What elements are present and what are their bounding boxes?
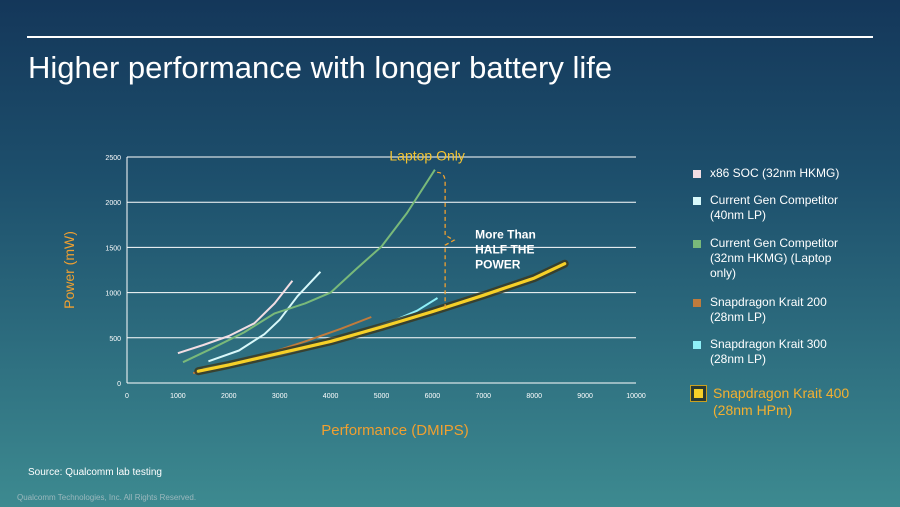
legend-label-krait200: Snapdragon Krait 200 (28nm LP)	[710, 295, 827, 324]
legend-item-competitor-32nm: Current Gen Competitor (32nm HKMG) (Lapt…	[693, 236, 860, 281]
legend-swatch-krait300	[693, 341, 701, 349]
legend-item-krait400: Snapdragon Krait 400 (28nm HPm)	[691, 385, 863, 419]
series-line-5	[196, 262, 567, 373]
legend-item-krait200: Snapdragon Krait 200 (28nm LP)	[693, 295, 860, 325]
x-tick-label: 0	[125, 393, 129, 400]
half-power-annotation: More Than HALF THE POWER	[475, 227, 539, 271]
y-tick-label: 500	[109, 336, 121, 343]
half-power-bracket	[437, 171, 456, 308]
x-tick-label: 3000	[272, 393, 288, 400]
y-axis-label: Power (mW)	[61, 231, 77, 309]
legend-swatch-x86	[693, 170, 701, 178]
half-power-line-1: More Than	[475, 227, 536, 241]
annotation-layer: Laptop Only More Than HALF THE POWER	[389, 147, 539, 308]
x-tick-label: 7000	[476, 393, 492, 400]
x-tick-label: 10000	[626, 393, 646, 400]
series-line-2	[182, 169, 436, 364]
half-power-line-2: HALF THE	[475, 242, 534, 256]
slide-title: Higher performance with longer battery l…	[28, 50, 613, 85]
legend-label-krait300: Snapdragon Krait 300 (28nm LP)	[710, 337, 827, 366]
x-tick-label: 1000	[170, 393, 186, 400]
legend-swatch-krait400	[691, 386, 706, 401]
laptop-only-annotation: Laptop Only	[389, 147, 465, 163]
series-line-4	[203, 297, 439, 370]
x-tick-label: 6000	[425, 393, 441, 400]
series-line-1	[208, 271, 322, 363]
grid-layer	[126, 156, 636, 384]
series-line-0	[177, 280, 294, 355]
legend-item-competitor-40nm: Current Gen Competitor (40nm LP)	[693, 193, 860, 223]
legend-label-krait400: Snapdragon Krait 400 (28nm HPm)	[713, 385, 850, 418]
legend-item-x86: x86 SOC (32nm HKMG)	[693, 166, 860, 181]
legend-swatch-competitor-40nm	[693, 197, 701, 205]
x-tick-label: 4000	[323, 393, 339, 400]
x-tick-label: 2000	[221, 393, 237, 400]
legend-label-x86: x86 SOC (32nm HKMG)	[710, 166, 840, 180]
x-tick-label: 8000	[526, 393, 542, 400]
legend-label-competitor-40nm: Current Gen Competitor (40nm LP)	[710, 193, 839, 222]
x-tick-label: 9000	[577, 393, 593, 400]
y-tick-label: 0	[117, 381, 121, 388]
half-power-line-3: POWER	[475, 257, 521, 271]
y-tick-label: 1500	[105, 245, 121, 252]
series-layer	[177, 169, 569, 376]
title-rule	[27, 36, 873, 38]
legend-item-krait300: Snapdragon Krait 300 (28nm LP)	[693, 337, 860, 367]
copyright-footer: Qualcomm Technologies, Inc. All Rights R…	[17, 493, 197, 502]
y-tick-label: 2500	[105, 155, 121, 162]
x-tick-label: 5000	[374, 393, 390, 400]
legend-swatch-competitor-32nm	[693, 240, 701, 248]
x-axis-label: Performance (DMIPS)	[321, 422, 469, 439]
tick-layer: 0 500 1000 1500 2000 2500 0 1000 2000 3000 4000 500…	[105, 155, 645, 400]
y-tick-label: 2000	[105, 200, 121, 207]
series-line-5-outline	[194, 259, 569, 376]
legend-label-competitor-32nm: Current Gen Competitor (32nm HKMG) (Lapt…	[710, 236, 839, 280]
y-tick-label: 1000	[105, 291, 121, 298]
source-note: Source: Qualcomm lab testing	[28, 467, 162, 478]
legend-swatch-krait200	[693, 299, 701, 307]
